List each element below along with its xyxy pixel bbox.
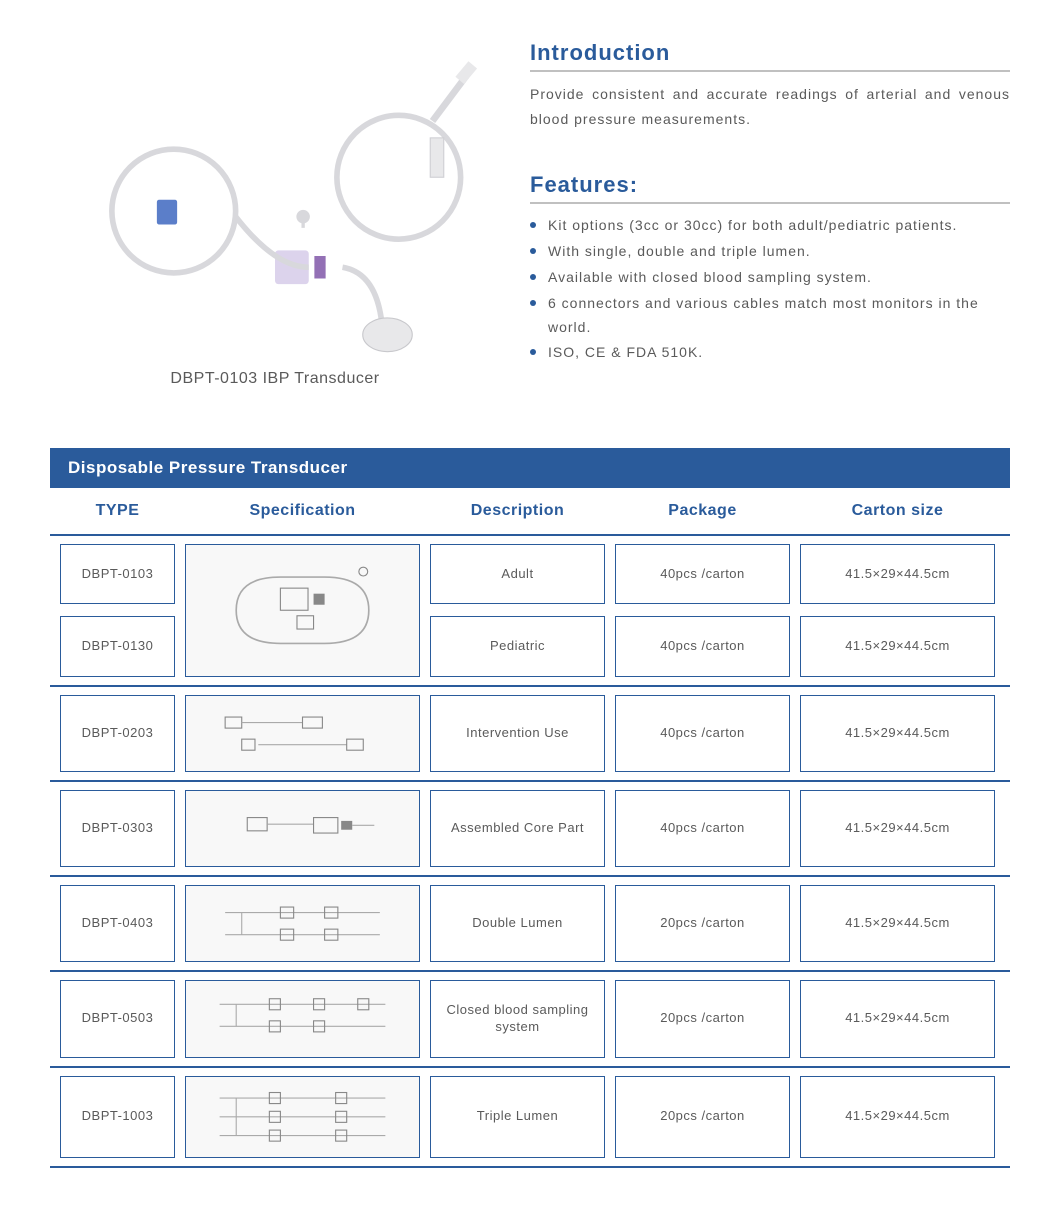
- type-column: DBPT-0303: [60, 790, 175, 867]
- header-type: TYPE: [60, 502, 175, 520]
- product-caption: DBPT-0103 IBP Transducer: [50, 370, 500, 388]
- features-heading: Features:: [530, 172, 1010, 204]
- pkg-column: 40pcs /carton: [615, 695, 790, 772]
- desc-cell: Intervention Use: [430, 695, 605, 772]
- type-column: DBPT-0103 DBPT-0130: [60, 544, 175, 677]
- type-cell: DBPT-0203: [60, 695, 175, 772]
- info-area: Introduction Provide consistent and accu…: [530, 40, 1010, 388]
- carton-column: 41.5×29×44.5cm 41.5×29×44.5cm: [800, 544, 995, 677]
- intro-text: Provide consistent and accurate readings…: [530, 82, 1010, 132]
- spec-cell: [185, 544, 420, 677]
- pkg-cell: 40pcs /carton: [615, 695, 790, 772]
- desc-cell: Pediatric: [430, 616, 605, 676]
- header-pkg: Package: [615, 502, 790, 520]
- type-cell: DBPT-0403: [60, 885, 175, 962]
- table-title: Disposable Pressure Transducer: [50, 448, 1010, 488]
- pkg-column: 20pcs /carton: [615, 1076, 790, 1159]
- carton-column: 41.5×29×44.5cm: [800, 790, 995, 867]
- type-cell: DBPT-0303: [60, 790, 175, 867]
- spec-cell: [185, 1076, 420, 1159]
- type-column: DBPT-0203: [60, 695, 175, 772]
- feature-item: Kit options (3cc or 30cc) for both adult…: [530, 214, 1010, 238]
- header-spec: Specification: [185, 502, 420, 520]
- table-row: DBPT-0103 DBPT-0130 Adult Pediatric40pcs /c…: [50, 536, 1010, 687]
- carton-column: 41.5×29×44.5cm: [800, 885, 995, 962]
- feature-item: 6 connectors and various cables match mo…: [530, 292, 1010, 340]
- features-list: Kit options (3cc or 30cc) for both adult…: [530, 214, 1010, 365]
- type-cell: DBPT-0130: [60, 616, 175, 676]
- carton-cell: 41.5×29×44.5cm: [800, 616, 995, 676]
- type-column: DBPT-1003: [60, 1076, 175, 1159]
- pkg-cell: 20pcs /carton: [615, 885, 790, 962]
- feature-item: With single, double and triple lumen.: [530, 240, 1010, 264]
- spec-cell: [185, 790, 420, 867]
- type-column: DBPT-0403: [60, 885, 175, 962]
- table-row: DBPT-0203 Intervention Use40pcs /carton41…: [50, 687, 1010, 782]
- type-cell: DBPT-0503: [60, 980, 175, 1057]
- pkg-cell: 20pcs /carton: [615, 980, 790, 1057]
- carton-cell: 41.5×29×44.5cm: [800, 695, 995, 772]
- pkg-cell: 20pcs /carton: [615, 1076, 790, 1159]
- pkg-cell: 40pcs /carton: [615, 616, 790, 676]
- desc-column: Adult Pediatric: [430, 544, 605, 677]
- carton-column: 41.5×29×44.5cm: [800, 1076, 995, 1159]
- transducer-illustration: [50, 31, 500, 369]
- table-headers: TYPE Specification Description Package C…: [50, 488, 1010, 536]
- type-column: DBPT-0503: [60, 980, 175, 1057]
- carton-cell: 41.5×29×44.5cm: [800, 980, 995, 1057]
- pkg-column: 20pcs /carton: [615, 885, 790, 962]
- type-cell: DBPT-1003: [60, 1076, 175, 1159]
- header-desc: Description: [430, 502, 605, 520]
- product-image: [50, 40, 500, 360]
- carton-column: 41.5×29×44.5cm: [800, 980, 995, 1057]
- intro-heading: Introduction: [530, 40, 1010, 72]
- desc-column: Assembled Core Part: [430, 790, 605, 867]
- pkg-cell: 40pcs /carton: [615, 790, 790, 867]
- desc-cell: Adult: [430, 544, 605, 604]
- desc-column: Intervention Use: [430, 695, 605, 772]
- carton-cell: 41.5×29×44.5cm: [800, 885, 995, 962]
- pkg-column: 40pcs /carton: [615, 790, 790, 867]
- desc-cell: Closed blood sampling system: [430, 980, 605, 1057]
- table-row: DBPT-0503 Closed blood sampling system20p…: [50, 972, 1010, 1067]
- feature-item: Available with closed blood sampling sys…: [530, 266, 1010, 290]
- desc-cell: Double Lumen: [430, 885, 605, 962]
- carton-cell: 41.5×29×44.5cm: [800, 790, 995, 867]
- pkg-column: 20pcs /carton: [615, 980, 790, 1057]
- pkg-cell: 40pcs /carton: [615, 544, 790, 604]
- top-section: DBPT-0103 IBP Transducer Introduction Pr…: [50, 40, 1010, 388]
- spec-cell: [185, 980, 420, 1057]
- carton-cell: 41.5×29×44.5cm: [800, 1076, 995, 1159]
- table-row: DBPT-0403 Double Lumen20pcs /carton41.5×2…: [50, 877, 1010, 972]
- desc-cell: Assembled Core Part: [430, 790, 605, 867]
- carton-cell: 41.5×29×44.5cm: [800, 544, 995, 604]
- desc-column: Closed blood sampling system: [430, 980, 605, 1057]
- header-carton: Carton size: [800, 502, 995, 520]
- desc-column: Triple Lumen: [430, 1076, 605, 1159]
- pkg-column: 40pcs /carton 40pcs /carton: [615, 544, 790, 677]
- type-cell: DBPT-0103: [60, 544, 175, 604]
- feature-item: ISO, CE & FDA 510K.: [530, 341, 1010, 365]
- spec-cell: [185, 885, 420, 962]
- table-row: DBPT-1003 Triple Lumen20pcs /carton41.5×2…: [50, 1068, 1010, 1169]
- desc-column: Double Lumen: [430, 885, 605, 962]
- table-row: DBPT-0303 Assembled Core Part40pcs /carto…: [50, 782, 1010, 877]
- product-image-area: DBPT-0103 IBP Transducer: [50, 40, 500, 388]
- table-body: DBPT-0103DBPT-0130AdultPediatric40pcs /c…: [50, 536, 1010, 1168]
- desc-cell: Triple Lumen: [430, 1076, 605, 1159]
- spec-cell: [185, 695, 420, 772]
- carton-column: 41.5×29×44.5cm: [800, 695, 995, 772]
- table-section: Disposable Pressure Transducer TYPE Spec…: [50, 448, 1010, 1168]
